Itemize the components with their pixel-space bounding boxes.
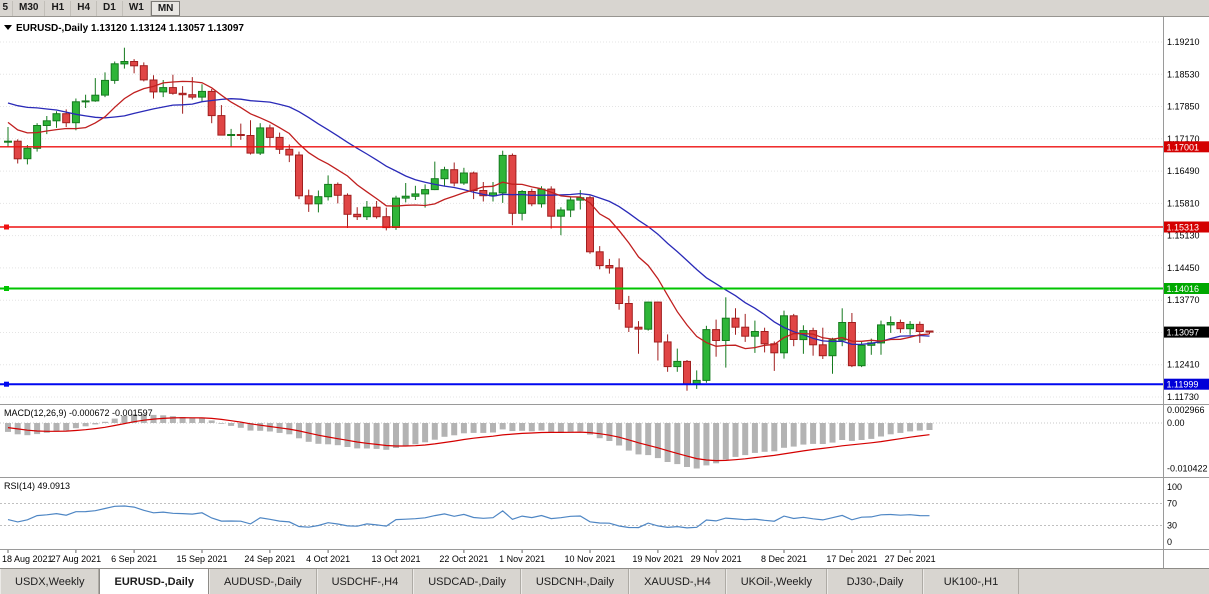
macd-axis: 0.002966 0.00 -0.010422 [1167,405,1208,474]
price-axis-label: 1.18530 [1167,69,1200,79]
svg-text:1.15313: 1.15313 [1167,223,1200,233]
price-axis: 1.19210 1.18530 1.17850 1.17170 1.16490 1.158… [1167,37,1200,402]
date-axis-label: 10 Nov 2021 [564,554,615,564]
rsi-line [7,505,930,529]
price-axis-label: 1.14450 [1167,263,1200,273]
date-axis-label: 1 Nov 2021 [499,554,545,564]
price-axis-label: 1.17850 [1167,102,1200,112]
timeframe-toolbar: 5 M30 H1 H4 D1 W1 MN [0,0,1209,17]
macd-axis-label: -0.010422 [1167,464,1208,474]
date-axis-label: 15 Sep 2021 [176,554,227,564]
chart-canvas[interactable]: 1.19210 1.18530 1.17850 1.17170 1.16490 1.158… [0,17,1209,568]
chart-tab-usdcnh-daily[interactable]: USDCNH-,Daily [520,569,630,594]
date-axis-label: 27 Aug 2021 [51,554,102,564]
price-axis-label: 1.16490 [1167,166,1200,176]
level-lines-layer [0,146,1163,387]
price-tag: 1.17001 [1164,141,1209,153]
chart-tab-uk100-h1[interactable]: UK100-,H1 [923,569,1019,594]
date-axis-label: 22 Oct 2021 [439,554,488,564]
date-axis-label: 24 Sep 2021 [244,554,295,564]
tabbar-empty-space [1019,569,1209,594]
date-axis-label: 18 Aug 2021 [2,554,53,564]
timeframe-button-m30[interactable]: M30 [13,0,46,16]
rsi-label: RSI(14) 49.0913 [4,481,70,491]
price-grid [0,41,1163,398]
rsi-axis-label: 30 [1167,521,1177,531]
date-axis-label: 4 Oct 2021 [306,554,350,564]
price-axis-label: 1.12410 [1167,360,1200,370]
date-axis-label: 29 Nov 2021 [691,554,742,564]
timeframe-button-h4[interactable]: H4 [71,0,98,16]
chart-tab-xauusd-h4[interactable]: XAUUSD-,H4 [629,569,726,594]
date-axis-label: 13 Oct 2021 [371,554,420,564]
date-axis-label: 19 Nov 2021 [632,554,683,564]
chart-tab-dj30-daily[interactable]: DJ30-,Daily [827,569,923,594]
rsi-axis-label: 70 [1167,499,1177,509]
price-tag: 1.14016 [1164,283,1209,294]
date-axis-label: 6 Sep 2021 [111,554,157,564]
chart-tab-audusd-daily[interactable]: AUDUSD-,Daily [208,569,317,594]
timeframe-button-mn[interactable]: MN [150,0,181,16]
chart-tabs-bar: USDX,Weekly EURUSD-,Daily AUDUSD-,Daily … [0,568,1209,594]
macd-signal-line [7,417,930,462]
chart-tab-eurusd-daily[interactable]: EURUSD-,Daily [99,569,209,594]
rsi-axis-label: 0 [1167,537,1172,547]
chart-tab-ukoil-weekly[interactable]: UKOil-,Weekly [725,569,827,594]
price-axis-label: 1.11730 [1167,392,1199,402]
macd-axis-label: 0.002966 [1167,405,1205,415]
svg-text:1.17001: 1.17001 [1167,142,1200,152]
chart-tab-usdchf-h4[interactable]: USDCHF-,H4 [316,569,414,594]
chart-direction-icon[interactable] [4,25,12,30]
price-axis-label: 1.19210 [1167,37,1200,47]
svg-text:1.11999: 1.11999 [1167,380,1199,390]
macd-label: MACD(12,26,9) -0.000672 -0.001597 [4,408,153,418]
macd-axis-label: 0.00 [1167,418,1185,428]
price-axis-label: 1.15130 [1167,231,1200,241]
price-axis-label: 1.17170 [1167,134,1200,144]
rsi-axis: 100 70 30 0 [1167,482,1182,547]
chart-tab-usdx-weekly[interactable]: USDX,Weekly [0,569,100,594]
date-axis-label: 17 Dec 2021 [826,554,877,564]
line-anchor-marker[interactable] [4,224,9,230]
chart-tab-usdcad-daily[interactable]: USDCAD-,Daily [413,569,521,594]
price-axis-label: 1.15810 [1167,198,1200,208]
svg-text:1.14016: 1.14016 [1167,284,1200,294]
price-axis-label: 1.13770 [1167,295,1200,305]
rsi-axis-label: 100 [1167,482,1182,492]
svg-text:1.13097: 1.13097 [1167,328,1200,338]
timeframe-button-d1[interactable]: D1 [97,0,123,16]
ma-fast-line[interactable] [7,80,930,350]
price-tag: 1.13097 [1164,326,1209,338]
line-anchor-marker[interactable] [4,286,9,291]
macd-histogram [5,414,933,469]
date-axis-label: 8 Dec 2021 [761,554,807,564]
timeframe-button-h1[interactable]: H1 [45,0,72,16]
price-tag: 1.11999 [1164,378,1209,390]
chart-symbol-title: EURUSD-,Daily 1.13120 1.13124 1.13057 1.… [16,23,244,34]
timeframe-button-partial[interactable]: 5 [0,0,13,16]
price-tag: 1.15313 [1164,221,1209,233]
timeframe-button-w1[interactable]: W1 [123,0,151,16]
date-axis-label: 27 Dec 2021 [885,554,936,564]
line-anchor-marker[interactable] [4,381,9,387]
